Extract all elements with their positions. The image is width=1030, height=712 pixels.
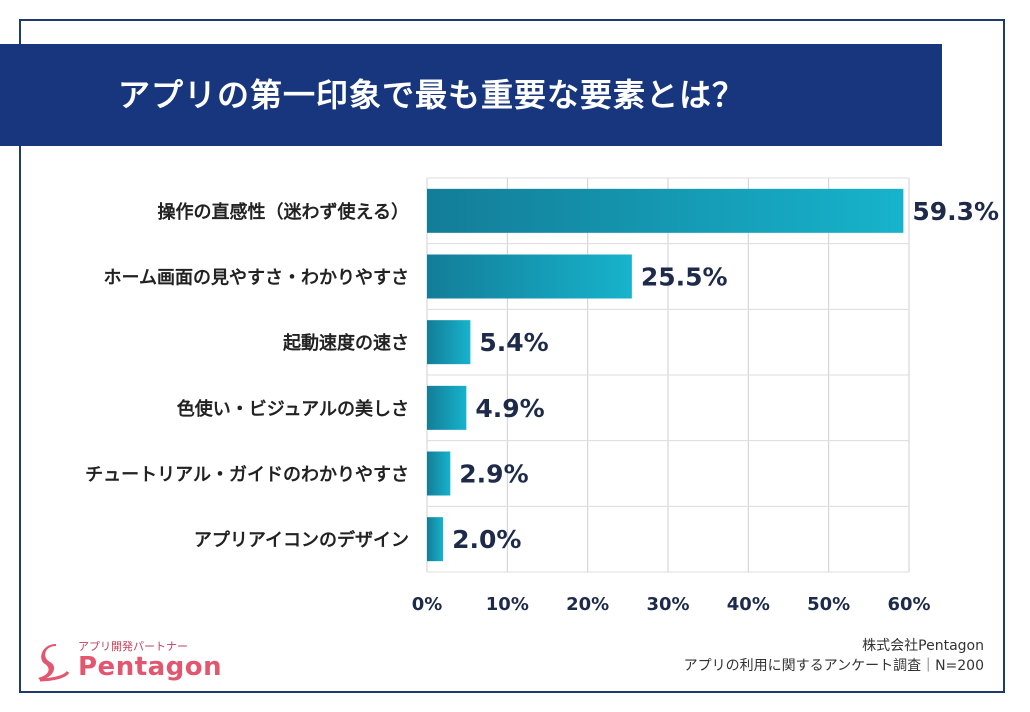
data-label: 2.9% bbox=[459, 460, 528, 489]
category-label: チュートリアル・ガイドのわかりやすさ bbox=[85, 465, 409, 486]
pentagon-logo: アプリ開発パートナー Pentagon bbox=[34, 636, 234, 686]
data-label: 5.4% bbox=[479, 328, 548, 357]
bar bbox=[427, 385, 467, 430]
bar bbox=[427, 451, 451, 496]
category-label: 色使い・ビジュアルの美しさ bbox=[177, 398, 409, 420]
bar bbox=[427, 254, 632, 299]
x-tick-label: 20% bbox=[566, 594, 609, 615]
bar bbox=[427, 320, 471, 365]
footer-company: 株式会社Pentagon bbox=[862, 638, 984, 654]
data-label: 59.3% bbox=[912, 197, 999, 226]
source-footer: 株式会社Pentagon アプリの利用に関するアンケート調査｜N=200 bbox=[684, 636, 984, 676]
footer-source: アプリの利用に関するアンケート調査｜N=200 bbox=[683, 658, 984, 674]
data-label: 2.0% bbox=[452, 525, 521, 554]
bar bbox=[427, 188, 904, 233]
data-label: 4.9% bbox=[475, 394, 544, 423]
x-tick-label: 50% bbox=[807, 594, 850, 615]
bar bbox=[427, 517, 444, 562]
title-banner: アプリの第一印象で最も重要な要素とは？ bbox=[0, 44, 942, 146]
category-label: 起動速度の速さ bbox=[282, 332, 409, 354]
x-tick-label: 0% bbox=[412, 594, 443, 615]
pentagon-logo-icon bbox=[38, 644, 70, 682]
logo-tagline: アプリ開発パートナー bbox=[78, 640, 188, 653]
x-tick-label: 40% bbox=[727, 594, 770, 615]
category-label: 操作の直感性（迷わず使える） bbox=[158, 201, 409, 223]
logo-name: Pentagon bbox=[78, 652, 223, 682]
x-tick-label: 60% bbox=[887, 594, 930, 615]
category-label: アプリアイコンのデザイン bbox=[194, 529, 409, 551]
x-tick-label: 10% bbox=[486, 594, 529, 615]
x-tick-label: 30% bbox=[646, 594, 689, 615]
chart-title: アプリの第一印象で最も重要な要素とは？ bbox=[118, 76, 746, 114]
data-label: 25.5% bbox=[641, 263, 728, 292]
category-label: ホーム画面の見やすさ・わかりやすさ bbox=[104, 268, 409, 289]
